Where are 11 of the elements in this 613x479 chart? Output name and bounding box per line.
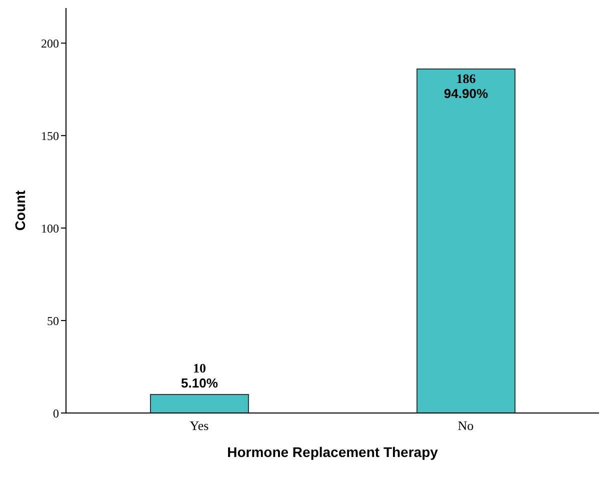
y-tick-label: 50 <box>47 314 59 328</box>
y-tick-label: 150 <box>41 128 59 143</box>
x-tick-label: Yes <box>190 418 209 434</box>
x-axis-title: Hormone Replacement Therapy <box>227 444 438 460</box>
data-label: 10 5.10% <box>181 360 218 391</box>
x-tick-label: No <box>458 418 474 434</box>
data-label: 186 94.90% <box>444 71 488 102</box>
y-tick-label: 200 <box>41 36 59 50</box>
y-tick-label: 100 <box>41 221 59 236</box>
y-tick-label: 0 <box>53 406 59 420</box>
y-axis-title: Count <box>12 190 28 231</box>
